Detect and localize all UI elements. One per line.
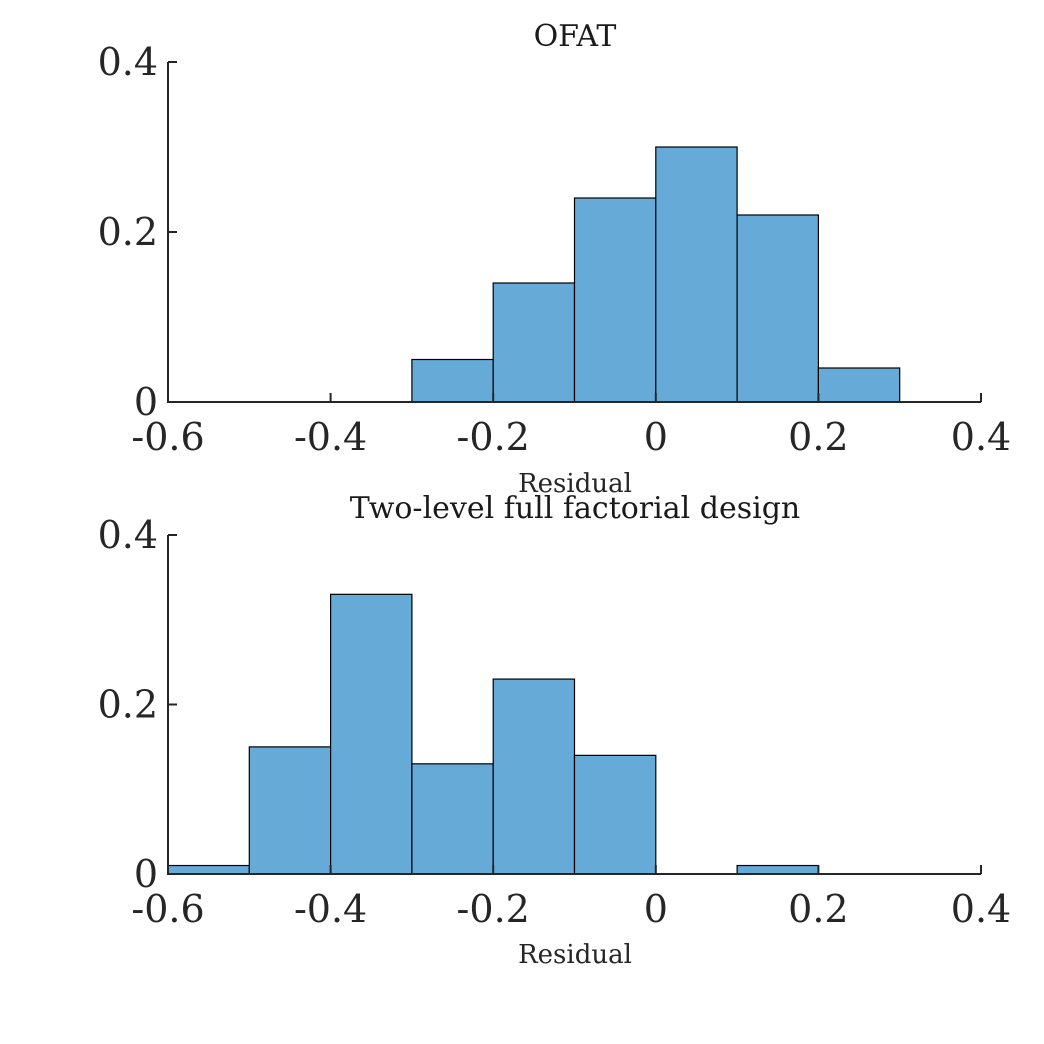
x-ticks: -0.6 -0.4 -0.2 0 0.2 0.4 (131, 865, 1011, 931)
histogram-bar (248, 746, 332, 875)
histogram-bar (330, 593, 413, 875)
x-tick-label: -0.6 (131, 415, 204, 459)
histogram-bar (492, 282, 576, 403)
x-tick-label: -0.4 (294, 887, 367, 931)
y-tick-label: 0 (134, 380, 158, 424)
x-tick-label: -0.2 (457, 887, 530, 931)
x-tick-label: -0.4 (294, 415, 367, 459)
histogram-bar (411, 358, 494, 403)
y-tick-label: 0.2 (98, 683, 158, 727)
histogram-bar (817, 367, 901, 403)
x-tick-label: 0 (644, 887, 668, 931)
x-tick-label: 0.4 (951, 415, 1011, 459)
y-tick-label: 0.2 (98, 210, 158, 254)
chart-title: Two-level full factorial design (350, 491, 800, 526)
histogram-bar (167, 864, 250, 875)
chart-title: OFAT (534, 19, 617, 54)
x-axis-label: Residual (518, 940, 632, 970)
histogram-ofat: OFAT 0 0.2 0.4 -0.6 -0.4 -0.2 0 0.2 0.4 Residua… (98, 19, 1012, 499)
histogram-bar (736, 214, 819, 403)
y-ticks: 0 0.2 0.4 (98, 40, 177, 424)
histogram-bar (573, 197, 657, 403)
x-ticks: -0.6 -0.4 -0.2 0 0.2 0.4 (131, 393, 1011, 459)
x-tick-label: 0 (644, 415, 668, 459)
x-tick-label: 0.2 (788, 887, 848, 931)
histogram-bar (655, 146, 738, 403)
y-tick-label: 0.4 (98, 40, 158, 84)
x-tick-label: 0.2 (788, 415, 848, 459)
bars (167, 593, 819, 875)
y-ticks: 0 0.2 0.4 (98, 513, 177, 896)
x-axis-label: Residual (518, 469, 632, 499)
histogram-bar (573, 754, 657, 875)
y-tick-label: 0 (134, 852, 158, 896)
x-tick-label: -0.2 (457, 415, 530, 459)
histogram-bar (411, 763, 494, 875)
x-tick-label: 0.4 (951, 887, 1011, 931)
x-tick-label: -0.6 (131, 887, 204, 931)
y-tick-label: 0.4 (98, 513, 158, 557)
histogram-bar (492, 678, 576, 875)
histogram-bar (736, 864, 819, 875)
bars (411, 146, 901, 403)
histogram-two-level-full-factorial: Two-level full factorial design 00.20.4 … (98, 491, 1012, 970)
